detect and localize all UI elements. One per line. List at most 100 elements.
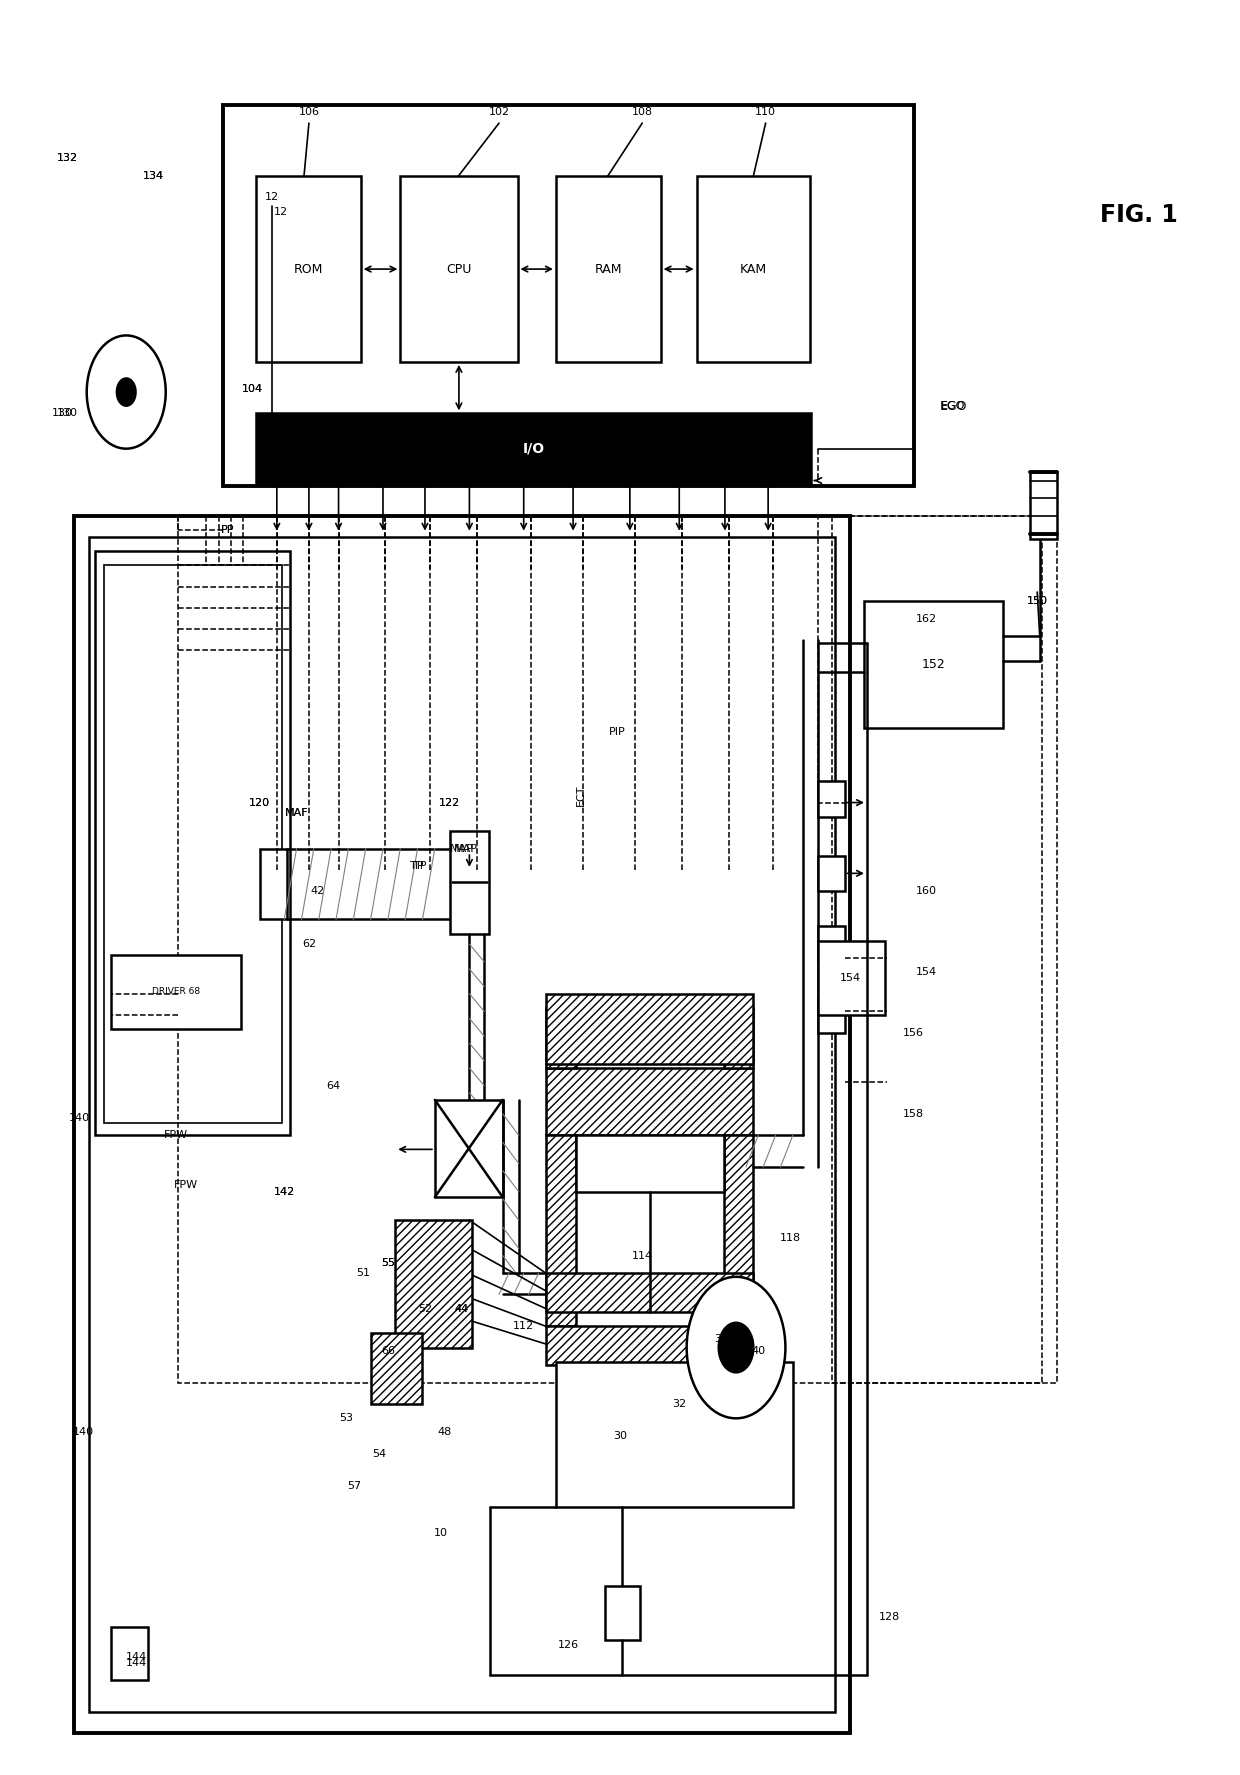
Text: 144: 144 bbox=[125, 1653, 146, 1661]
Text: 53: 53 bbox=[339, 1413, 353, 1424]
Circle shape bbox=[117, 378, 136, 406]
Text: 104: 104 bbox=[242, 383, 263, 394]
Bar bbox=[1030, 472, 1056, 540]
Text: 130: 130 bbox=[52, 408, 72, 419]
Bar bbox=[179, 517, 1042, 1383]
Text: 55: 55 bbox=[381, 1258, 394, 1267]
Text: 51: 51 bbox=[356, 1269, 371, 1278]
Text: 40: 40 bbox=[751, 1345, 765, 1356]
Bar bbox=[832, 517, 1056, 1383]
Bar bbox=[396, 1219, 472, 1347]
Circle shape bbox=[87, 335, 166, 449]
Text: 130: 130 bbox=[57, 408, 77, 419]
Text: 132: 132 bbox=[56, 153, 78, 163]
Text: KAM: KAM bbox=[740, 263, 766, 275]
Text: ROM: ROM bbox=[294, 263, 322, 275]
Bar bbox=[546, 1273, 754, 1312]
Text: 132: 132 bbox=[56, 153, 78, 163]
Text: 158: 158 bbox=[903, 1109, 924, 1118]
Bar bbox=[401, 176, 517, 362]
Text: 150: 150 bbox=[1027, 596, 1048, 605]
Bar bbox=[95, 552, 290, 1136]
Bar bbox=[74, 517, 849, 1734]
Bar bbox=[817, 998, 844, 1033]
Text: PIP: PIP bbox=[609, 726, 626, 737]
Text: FPW: FPW bbox=[174, 1180, 197, 1189]
Text: 12: 12 bbox=[274, 206, 288, 217]
Bar bbox=[556, 1361, 792, 1507]
Bar bbox=[222, 105, 914, 486]
Bar bbox=[817, 856, 844, 891]
Bar bbox=[817, 781, 844, 816]
Text: 140: 140 bbox=[68, 1113, 89, 1122]
Text: TP: TP bbox=[413, 861, 427, 872]
Circle shape bbox=[687, 1276, 785, 1418]
Text: 144: 144 bbox=[125, 1658, 146, 1667]
Text: PP: PP bbox=[221, 525, 234, 534]
Text: 10: 10 bbox=[434, 1528, 448, 1539]
Bar bbox=[371, 1333, 423, 1404]
Text: 48: 48 bbox=[438, 1427, 451, 1438]
Text: 122: 122 bbox=[439, 797, 460, 808]
Bar bbox=[817, 941, 885, 1015]
Text: 32: 32 bbox=[672, 1399, 686, 1409]
Text: 142: 142 bbox=[274, 1187, 295, 1196]
Text: EGO: EGO bbox=[940, 399, 967, 414]
Text: 154: 154 bbox=[915, 967, 936, 978]
Text: 150: 150 bbox=[1027, 596, 1048, 605]
Bar bbox=[817, 927, 844, 962]
Bar bbox=[724, 1008, 754, 1069]
Circle shape bbox=[719, 1322, 754, 1372]
Bar bbox=[89, 538, 835, 1713]
Bar bbox=[112, 1628, 149, 1681]
Text: 104: 104 bbox=[242, 383, 263, 394]
Bar bbox=[259, 848, 286, 919]
Text: 140: 140 bbox=[72, 1427, 93, 1438]
Text: 106: 106 bbox=[299, 108, 320, 117]
Text: 52: 52 bbox=[418, 1303, 432, 1314]
Text: 156: 156 bbox=[903, 1028, 924, 1038]
Bar bbox=[697, 176, 810, 362]
Text: 102: 102 bbox=[489, 108, 510, 117]
Text: 122: 122 bbox=[439, 797, 460, 808]
Text: 160: 160 bbox=[915, 886, 936, 896]
Text: MAF: MAF bbox=[285, 808, 309, 818]
Text: RAM: RAM bbox=[594, 263, 622, 275]
Text: 44: 44 bbox=[455, 1303, 469, 1314]
Bar bbox=[724, 1136, 754, 1326]
Text: MAP: MAP bbox=[450, 843, 474, 854]
Bar bbox=[546, 1008, 575, 1069]
Text: 154: 154 bbox=[841, 973, 862, 983]
Bar bbox=[546, 994, 754, 1065]
Text: 120: 120 bbox=[249, 797, 270, 808]
Text: MAP: MAP bbox=[454, 843, 477, 854]
Bar bbox=[112, 955, 241, 1030]
Text: FIG. 1: FIG. 1 bbox=[1100, 202, 1177, 227]
Text: 142: 142 bbox=[274, 1187, 295, 1196]
Text: 128: 128 bbox=[878, 1612, 900, 1622]
Text: 36: 36 bbox=[714, 1333, 728, 1344]
Text: 114: 114 bbox=[631, 1251, 652, 1260]
Bar bbox=[864, 602, 1003, 728]
Bar bbox=[546, 1136, 575, 1326]
Text: 152: 152 bbox=[921, 659, 945, 671]
Bar bbox=[435, 1100, 502, 1196]
Text: 120: 120 bbox=[249, 797, 270, 808]
Bar bbox=[450, 831, 489, 934]
Text: EGO: EGO bbox=[941, 401, 966, 412]
Text: 62: 62 bbox=[301, 939, 316, 950]
Text: 54: 54 bbox=[372, 1448, 387, 1459]
Text: ECT: ECT bbox=[575, 785, 585, 806]
Text: 55: 55 bbox=[381, 1258, 394, 1267]
Text: DRIVER 68: DRIVER 68 bbox=[151, 987, 200, 996]
Bar bbox=[546, 1326, 754, 1365]
Text: 44: 44 bbox=[455, 1303, 469, 1314]
Text: 30: 30 bbox=[613, 1431, 627, 1441]
Text: 110: 110 bbox=[755, 108, 776, 117]
Text: 162: 162 bbox=[915, 614, 936, 623]
Text: 66: 66 bbox=[381, 1345, 394, 1356]
Text: 126: 126 bbox=[558, 1640, 579, 1649]
Bar bbox=[255, 176, 361, 362]
Bar bbox=[104, 566, 281, 1124]
Text: 134: 134 bbox=[143, 170, 164, 181]
